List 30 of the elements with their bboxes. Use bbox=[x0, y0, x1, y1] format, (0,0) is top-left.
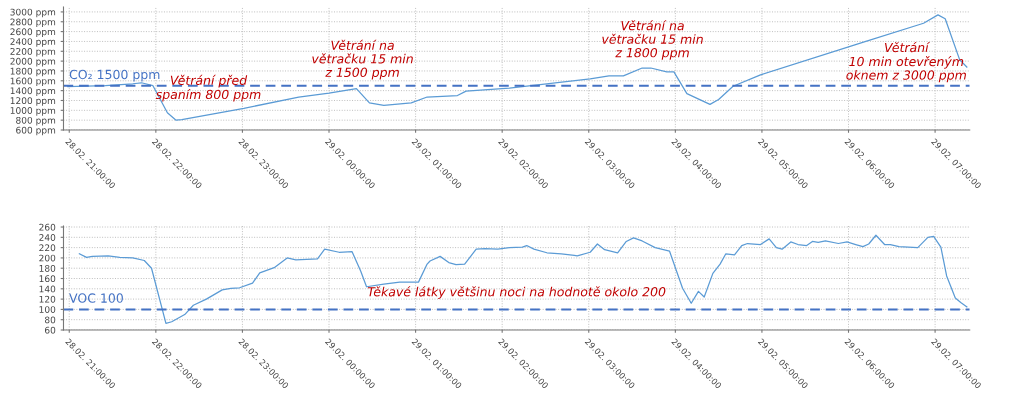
y-tick-label: 60 bbox=[44, 326, 56, 334]
y-tick-label: 260 bbox=[39, 223, 56, 231]
y-tick-label: 2200 ppm bbox=[10, 48, 56, 57]
y-tick-label: 1000 ppm bbox=[10, 107, 56, 116]
y-tick-label: 1800 ppm bbox=[10, 67, 56, 77]
annotation: Větrání na větračku 15 min z 1500 ppm bbox=[312, 39, 413, 80]
y-tick-label: 180 bbox=[39, 264, 56, 272]
y-tick-label: 600 ppm bbox=[16, 126, 56, 136]
y-tick-label: 200 bbox=[39, 254, 56, 262]
y-tick-label: 2600 ppm bbox=[10, 28, 56, 37]
y-tick-label: 240 bbox=[39, 234, 56, 241]
ref-line-label: VOC 100 bbox=[69, 293, 123, 303]
y-tick-label: 100 bbox=[39, 306, 56, 313]
y-tick-label: 800 ppm bbox=[16, 116, 56, 126]
ref-line-label: CO₂ 1500 ppm bbox=[69, 69, 160, 82]
y-tick-label: 80 bbox=[44, 316, 56, 324]
y-tick-label: 160 bbox=[39, 275, 56, 283]
y-tick-label: 3000 ppm bbox=[10, 8, 56, 18]
y-tick-label: 2000 ppm bbox=[10, 57, 56, 67]
y-tick-label: 1400 ppm bbox=[10, 87, 56, 96]
annotation: Těkavé látky většinu noci na hodnotě okolo 200 bbox=[367, 286, 666, 299]
y-tick-label: 220 bbox=[39, 244, 56, 252]
y-tick-label: 120 bbox=[39, 295, 56, 303]
annotation: Větrání 10 min otevřeným oknem z 3000 ppm bbox=[846, 41, 966, 83]
y-tick-label: 2800 ppm bbox=[10, 18, 56, 28]
y-tick-label: 1200 ppm bbox=[10, 97, 56, 106]
y-tick-label: 2400 ppm bbox=[10, 38, 56, 47]
y-tick-label: 140 bbox=[39, 285, 56, 293]
y-tick-label: 1600 ppm bbox=[10, 77, 56, 87]
annotation: Větrání na větračku 15 min z 1800 ppm bbox=[602, 20, 703, 60]
